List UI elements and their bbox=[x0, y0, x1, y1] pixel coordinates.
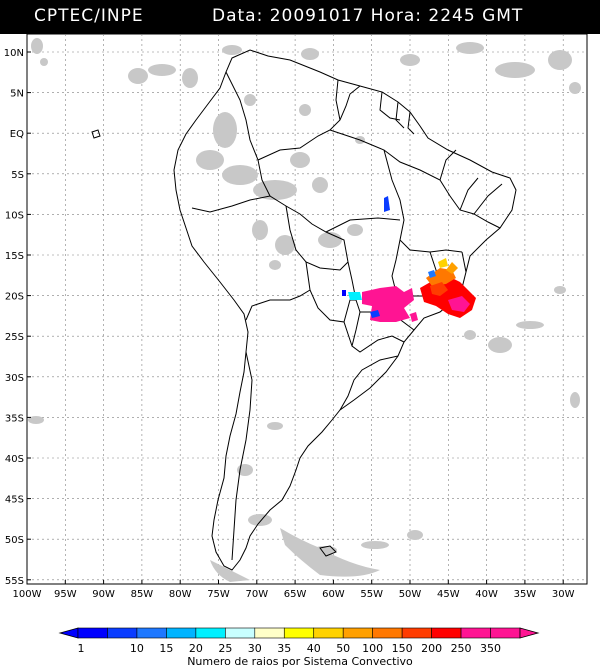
lon-tick-label: 45W bbox=[437, 589, 460, 600]
legend-swatch bbox=[225, 627, 256, 639]
lat-tick-label: 20S bbox=[5, 292, 24, 303]
legend-swatch bbox=[195, 627, 226, 639]
legend-value-label: 200 bbox=[421, 642, 442, 655]
legend-swatch bbox=[77, 627, 108, 639]
lon-tick-label: 70W bbox=[245, 589, 268, 600]
legend-value-label: 10 bbox=[130, 642, 144, 655]
legend-swatch bbox=[136, 627, 167, 639]
legend-value-label: 40 bbox=[307, 642, 321, 655]
legend-labels: 1 10 15 20 25 30 35 40 50 100 150 200 250 350 bbox=[77, 642, 501, 655]
lat-tick-label: 5S bbox=[11, 170, 24, 181]
lat-tick-label: 5N bbox=[10, 89, 24, 100]
lightning-clusters bbox=[342, 196, 476, 322]
lat-tick-label: EQ bbox=[10, 129, 24, 140]
date-label: Data: bbox=[212, 6, 264, 26]
legend-value-label: 20 bbox=[189, 642, 203, 655]
legend-value-label: 35 bbox=[277, 642, 291, 655]
legend-swatch bbox=[313, 627, 344, 639]
legend-swatch bbox=[490, 627, 521, 639]
lon-tick-label: 90W bbox=[92, 589, 115, 600]
legend-swatch bbox=[431, 627, 462, 639]
lon-tick-label: 100W bbox=[13, 589, 42, 600]
legend-swatch bbox=[254, 627, 285, 639]
legend-arrow-left bbox=[58, 627, 79, 639]
longitude-labels: 100W 95W 90W 85W 80W 75W 70W 65W 60W 55W 50W 45W 40W… bbox=[13, 580, 575, 600]
map-frame bbox=[26, 33, 588, 585]
lat-tick-label: 40S bbox=[5, 454, 24, 465]
map-gridlines bbox=[27, 34, 587, 584]
lon-tick-label: 65W bbox=[284, 589, 307, 600]
lon-tick-label: 55W bbox=[360, 589, 383, 600]
legend-value-label: 1 bbox=[77, 642, 84, 655]
legend-swatch bbox=[372, 627, 403, 639]
lon-tick-label: 60W bbox=[322, 589, 345, 600]
hour-label: Hora: bbox=[370, 6, 422, 26]
legend-swatch bbox=[166, 627, 197, 639]
lat-tick-label: 35S bbox=[5, 413, 24, 424]
legend-value-label: 15 bbox=[159, 642, 173, 655]
lat-tick-label: 25S bbox=[5, 332, 24, 343]
legend-title: Numero de raios por Sistema Convectivo bbox=[187, 655, 413, 668]
header-bar: CPTEC/INPE Data: 20091017 Hora: 2245 GMT bbox=[0, 0, 600, 34]
lat-tick-label: 55S bbox=[5, 576, 24, 587]
lon-tick-label: 40W bbox=[475, 589, 498, 600]
lon-tick-label: 80W bbox=[169, 589, 192, 600]
lat-tick-label: 15S bbox=[5, 251, 24, 262]
legend-swatch bbox=[107, 627, 138, 639]
lon-tick-label: 50W bbox=[399, 589, 422, 600]
lat-tick-label: 30S bbox=[5, 373, 24, 384]
legend-value-label: 50 bbox=[336, 642, 350, 655]
lon-tick-label: 75W bbox=[207, 589, 230, 600]
lon-tick-label: 85W bbox=[131, 589, 154, 600]
lon-tick-label: 30W bbox=[552, 589, 575, 600]
legend-swatch bbox=[283, 627, 315, 639]
legend-value-label: 350 bbox=[480, 642, 501, 655]
legend-value-label: 150 bbox=[392, 642, 413, 655]
latitude-labels: 10N 5N EQ 5S 10S 15S 20S 25S 30S 35S 40S 45S 50S 55S bbox=[4, 48, 31, 587]
hour-value: 2245 GMT bbox=[428, 6, 524, 26]
legend-value-label: 30 bbox=[248, 642, 262, 655]
lat-tick-label: 10N bbox=[4, 48, 24, 59]
legend-value-label: 250 bbox=[451, 642, 472, 655]
lon-tick-label: 95W bbox=[54, 589, 77, 600]
lat-tick-label: 50S bbox=[5, 535, 24, 546]
color-legend: 1 10 15 20 25 30 35 40 50 100 150 200 250 350 Numero … bbox=[58, 627, 540, 668]
legend-swatch bbox=[342, 627, 373, 639]
datetime-label: Data: 20091017 Hora: 2245 GMT bbox=[212, 6, 523, 26]
legend-colorbar bbox=[58, 627, 540, 639]
legend-arrow-right bbox=[519, 627, 540, 639]
source-label: CPTEC/INPE bbox=[34, 6, 144, 26]
legend-swatch bbox=[460, 627, 491, 639]
cloud-cover bbox=[28, 38, 581, 582]
legend-value-label: 100 bbox=[362, 642, 383, 655]
lat-tick-label: 45S bbox=[5, 495, 24, 506]
lon-tick-label: 35W bbox=[514, 589, 537, 600]
legend-value-label: 25 bbox=[218, 642, 232, 655]
legend-swatch bbox=[401, 627, 432, 639]
date-value: 20091017 bbox=[269, 6, 365, 26]
lat-tick-label: 10S bbox=[5, 210, 24, 221]
